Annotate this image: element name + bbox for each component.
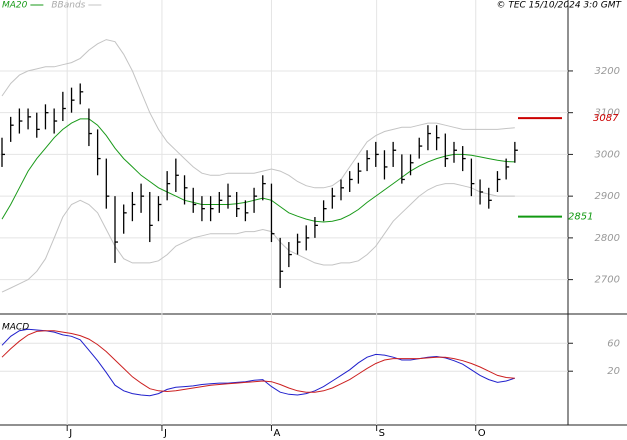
- level-label: 3087: [593, 113, 619, 124]
- x-tick-label: S: [379, 428, 385, 439]
- legend-label: BBands: [51, 1, 85, 11]
- macd-line: [1, 328, 515, 397]
- y-tick-label: 2800: [595, 233, 620, 244]
- copyright: © TEC 15/10/2024 3:0 GMT: [496, 1, 622, 11]
- y-tick-label: 20: [607, 366, 620, 377]
- x-tick-label: A: [273, 428, 280, 439]
- y-tick-label: 3200: [595, 66, 620, 77]
- y-tick-label: 2900: [595, 191, 620, 202]
- macd-line: [1, 330, 515, 393]
- x-tick-label: J: [68, 428, 72, 439]
- x-tick-label: J: [163, 428, 167, 439]
- band-line: [1, 183, 515, 293]
- y-tick-label: 2700: [595, 275, 620, 286]
- y-tick-label: 3000: [595, 149, 620, 160]
- y-tick-label: 60: [607, 338, 620, 349]
- legend-label: MA20: [2, 1, 28, 11]
- y-tick-label: 3100: [595, 108, 620, 119]
- band-line: [1, 39, 515, 189]
- ma-line: [1, 118, 515, 223]
- x-tick-label: O: [478, 428, 486, 439]
- level-label: 2851: [568, 212, 593, 223]
- macd-title: MACD: [2, 323, 29, 333]
